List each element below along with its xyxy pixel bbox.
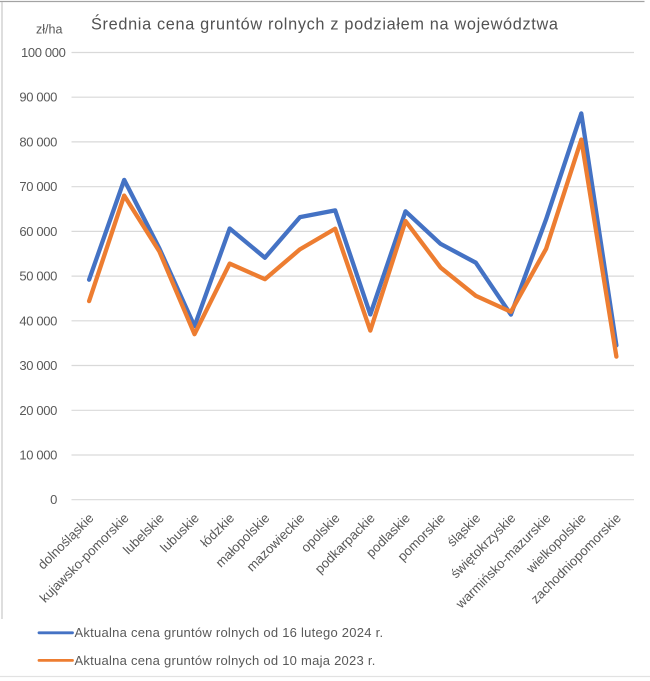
svg-text:Aktualna cena gruntów rolnych: Aktualna cena gruntów rolnych od 10 maja… [75, 653, 376, 668]
svg-text:0: 0 [50, 492, 57, 507]
svg-text:80 000: 80 000 [19, 134, 57, 149]
svg-text:50 000: 50 000 [19, 269, 57, 284]
svg-text:100 000: 100 000 [21, 45, 66, 60]
svg-text:90 000: 90 000 [19, 90, 57, 105]
svg-text:70 000: 70 000 [19, 179, 57, 194]
svg-text:20 000: 20 000 [19, 403, 57, 418]
svg-text:40 000: 40 000 [19, 313, 57, 328]
svg-text:lubuskie: lubuskie [157, 510, 202, 555]
svg-text:60 000: 60 000 [19, 224, 57, 239]
svg-text:zł/ha: zł/ha [36, 23, 62, 37]
svg-text:10 000: 10 000 [19, 448, 57, 463]
svg-text:30 000: 30 000 [19, 358, 57, 373]
svg-text:Aktualna cena gruntów rolnych: Aktualna cena gruntów rolnych od 16 lute… [75, 625, 384, 640]
svg-text:Średnia cena gruntów rolnych z: Średnia cena gruntów rolnych z podziałem… [91, 14, 559, 33]
